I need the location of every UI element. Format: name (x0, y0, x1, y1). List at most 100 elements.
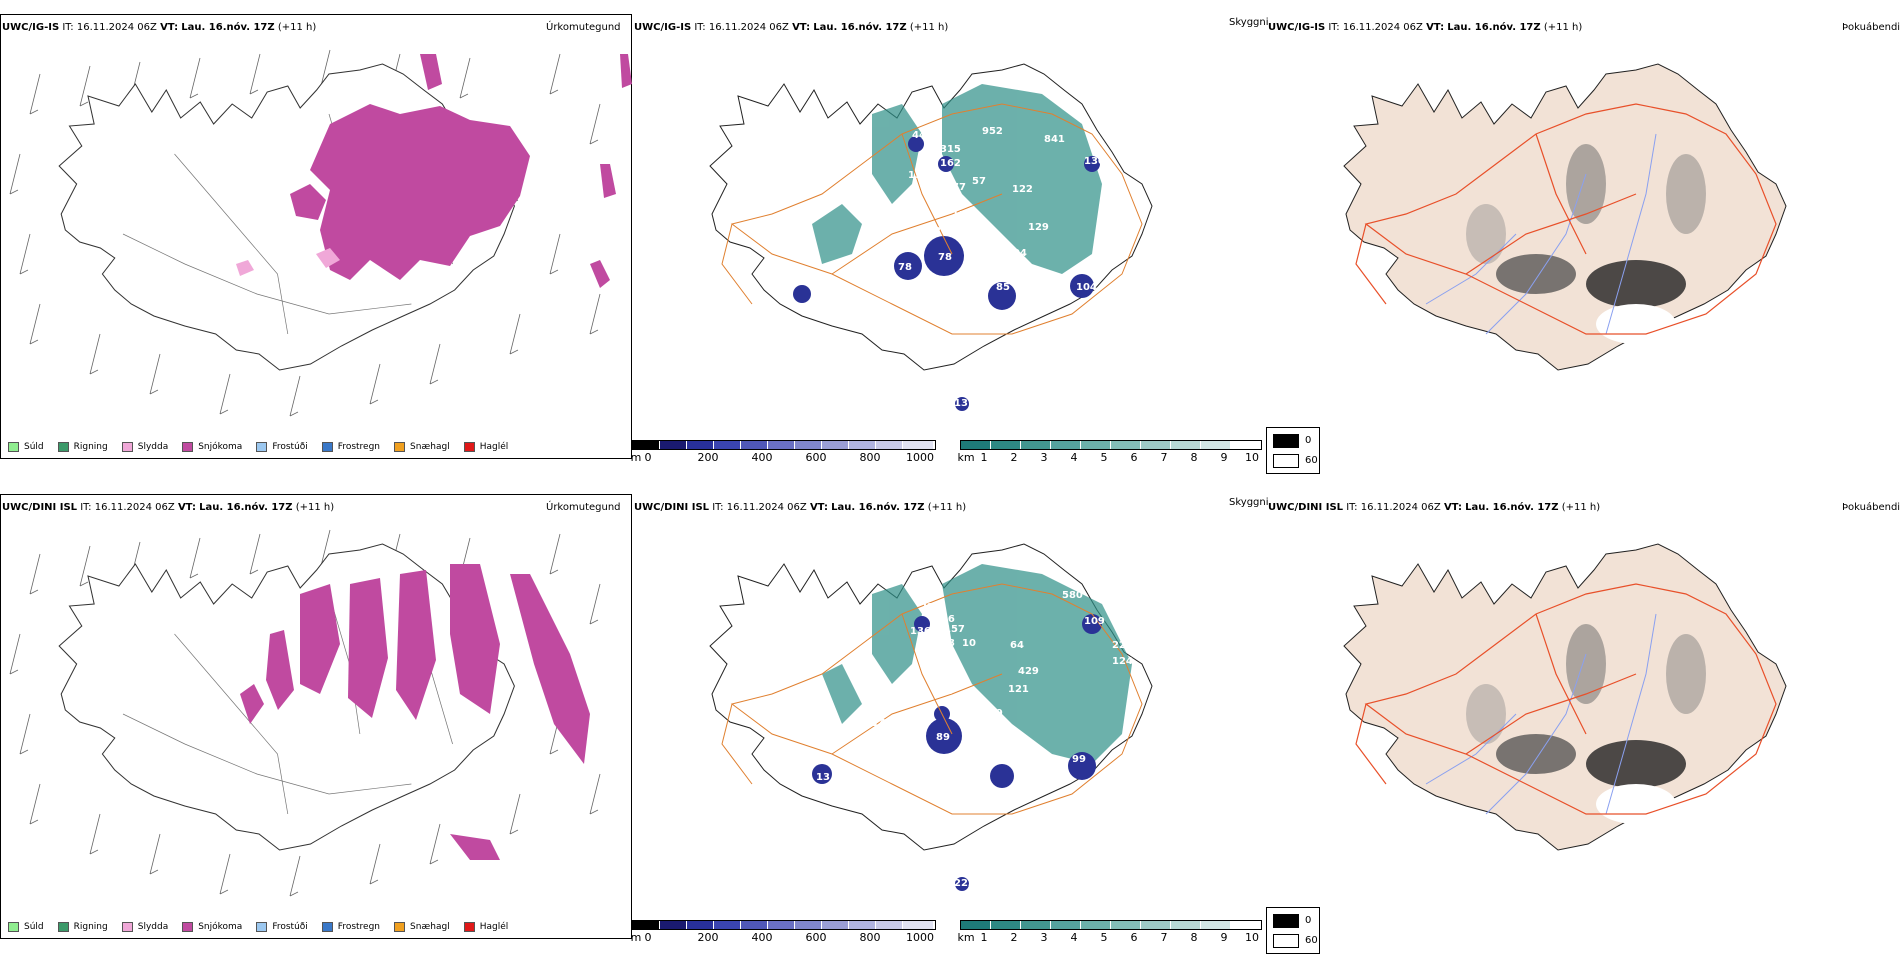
legend-label: Slydda (137, 442, 169, 452)
panel-title: Skyggni (1229, 17, 1269, 28)
shade-min-label: 0 (1305, 915, 1312, 926)
fog-shades (1466, 624, 1706, 894)
tick-label: 6 (1130, 931, 1138, 944)
colorbar-cell (903, 441, 934, 449)
fog-shade-legend: 0 60 (1266, 427, 1320, 474)
legend-item: Haglél (463, 442, 508, 452)
cloud-label: 109 (1084, 616, 1105, 627)
legend-label: Súld (24, 442, 44, 452)
colorbar-cell (660, 921, 687, 929)
map-frame (0, 14, 632, 459)
legend-swatch-freezing-rain (321, 922, 333, 932)
vt-value: Lau. 16.nóv. 17Z (199, 502, 293, 513)
cloud-label: 78 (938, 252, 952, 263)
cloud-label: 138 (908, 170, 929, 181)
it-value: 16.11.2024 06Z (726, 502, 807, 513)
legend-item: Frostúði (256, 922, 308, 932)
lead-time: (+11 h) (927, 502, 967, 513)
tick-label: 600 (805, 451, 827, 464)
legend-swatch-hail (463, 922, 475, 932)
roads (721, 103, 1143, 335)
colorbar-cell (903, 921, 934, 929)
colorbar-ticks: m 0 200 400 600 800 1000 (631, 930, 936, 944)
colorbar-cell (795, 441, 822, 449)
cloud-label: 841 (1044, 134, 1065, 145)
cloud-label: 12 (888, 282, 902, 293)
colorbar-cell (822, 921, 849, 929)
cloud-label: 138 (934, 638, 955, 649)
colorbar-cell (991, 441, 1021, 449)
legend-swatch-freezing-rain (321, 442, 333, 452)
legend-item: Haglél (463, 922, 508, 932)
ceiling-colorbar: m 0 200 400 600 800 1000 (631, 920, 936, 944)
cloud-panel-row2: UWC/DINI ISL IT: 16.11.2024 06Z VT: Lau.… (631, 494, 1320, 954)
rivers (1425, 613, 1657, 815)
legend-swatch-drizzle (8, 442, 19, 452)
ceiling-areas (793, 136, 1100, 411)
ceiling-colorbar: m 0 200 400 600 800 1000 (631, 440, 936, 464)
tick-label: 7 (1160, 451, 1168, 464)
tick-label: 2 (1010, 931, 1018, 944)
it-value: 16.11.2024 06Z (1342, 22, 1423, 33)
legend-swatch-sleet (121, 922, 133, 932)
tick-label: 400 (751, 931, 773, 944)
colorbar-cell (1141, 921, 1171, 929)
vt-label: VT: (809, 502, 828, 513)
cloud-label: 220 (1112, 640, 1133, 651)
colorbar-cell (714, 441, 741, 449)
unit-label: km (957, 931, 975, 944)
lead-time: (+11 h) (1543, 22, 1583, 33)
legend-swatch-snow (182, 922, 194, 932)
colorbar-cell (1081, 441, 1111, 449)
legend-label: Frostúði (272, 922, 308, 932)
cloud-label: 07 (978, 266, 992, 277)
cloud-label: 150 (952, 210, 973, 221)
cloud-label: 142 (872, 718, 893, 729)
tick-label: 800 (859, 931, 881, 944)
model-name: UWC/IG-IS (634, 22, 692, 33)
cloud-label: 10 (962, 638, 976, 649)
cloud-label: 226 (920, 602, 941, 613)
fog-map (1343, 63, 1787, 414)
tick-label: 10 (1245, 931, 1259, 944)
tick-label: 3 (1040, 451, 1048, 464)
cloud-label: 104 (1076, 282, 1097, 293)
tick-label: 400 (751, 451, 773, 464)
colorbar-cell (876, 441, 903, 449)
tick-label: 7 (1160, 931, 1168, 944)
colorbar-cell (1021, 441, 1051, 449)
cloud-label: 73 (868, 282, 882, 293)
colorbar-cell (1081, 921, 1111, 929)
shade-min-label: 0 (1305, 435, 1312, 446)
legend-label: Snjókoma (198, 922, 243, 932)
colorbar-cell (633, 921, 660, 929)
cloud-label: 429 (1018, 666, 1039, 677)
vt-label: VT: (1426, 22, 1445, 33)
vt-label: VT: (1443, 502, 1462, 513)
cloud-label: 78 (826, 290, 840, 301)
cloud-label: 166 (934, 614, 955, 625)
legend-item: Frostregn (321, 922, 380, 932)
cloud-label: 57 (972, 176, 986, 187)
legend-item: Frostúði (256, 442, 308, 452)
precip-type-legend: Súld Rigning Slydda Snjókoma Frostúði Fr… (8, 922, 508, 932)
legend-item: Rigning (57, 922, 108, 932)
lead-time: (+11 h) (909, 22, 949, 33)
panel-header: UWC/IG-IS IT: 16.11.2024 06Z VT: Lau. 16… (634, 22, 948, 33)
colorbar-cell (1051, 921, 1081, 929)
shade-max-label: 60 (1305, 935, 1318, 946)
cloud-label: 121 (1008, 684, 1029, 695)
vt-label: VT: (792, 22, 811, 33)
tick-label: 4 (1070, 931, 1078, 944)
cloud-label: 197 (934, 686, 955, 697)
tick-label: 2 (1010, 451, 1018, 464)
colorbar-cell (1171, 921, 1201, 929)
visibility-areas (822, 564, 1132, 764)
colorbar-cell (1051, 441, 1081, 449)
precip-map (9, 49, 632, 417)
legend-label: Snæhagl (410, 442, 450, 452)
tick-label: 9 (1220, 931, 1228, 944)
model-name: UWC/DINI ISL (2, 502, 78, 513)
tick-label: 1000 (906, 451, 934, 464)
panel-header: UWC/DINI ISL IT: 16.11.2024 06Z VT: Lau.… (634, 502, 966, 513)
